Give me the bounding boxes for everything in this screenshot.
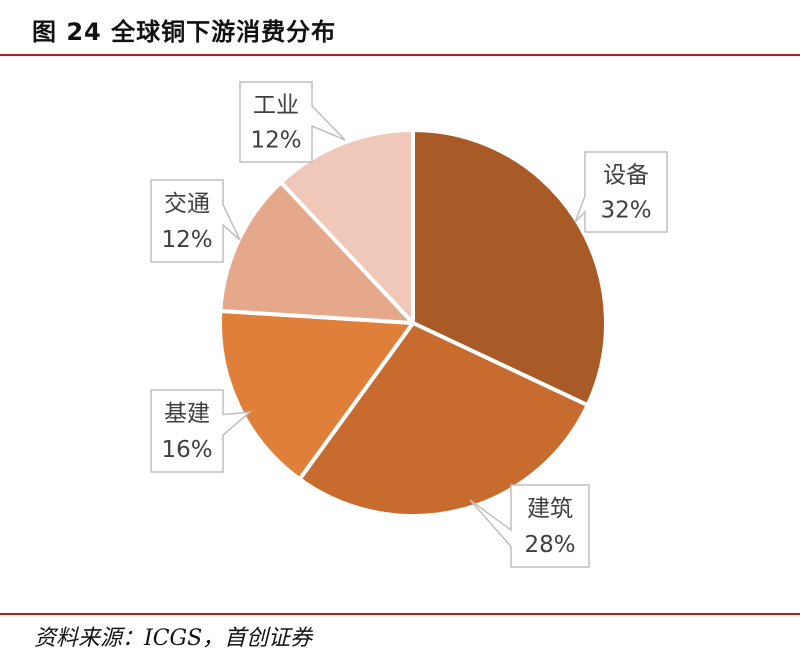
- pie-slice-5: [278, 128, 415, 325]
- pie-slice-2: [297, 321, 590, 518]
- callout-box-5: [239, 81, 346, 163]
- bottom-divider: [0, 613, 800, 615]
- slice-label-2: 建筑: [527, 496, 573, 522]
- slice-label-3: 基建: [164, 401, 210, 427]
- slice-value-label-5: 12%: [250, 128, 301, 154]
- slice-value-label-1: 32%: [600, 198, 651, 224]
- slice-value-label-4: 12%: [161, 227, 212, 253]
- callout-box-4: [150, 179, 241, 263]
- pie-slice-4: [218, 180, 415, 325]
- callout-box-2: [469, 484, 590, 568]
- top-divider: [0, 54, 800, 56]
- pie-slice-3: [218, 308, 415, 482]
- callout-box-1: [574, 151, 668, 233]
- slice-label-4: 交通: [164, 191, 210, 217]
- pie-slices: [218, 128, 608, 518]
- callout-box-3: [150, 389, 253, 473]
- slice-label-5: 工业: [253, 92, 299, 118]
- pie-callouts: 设备 32% 建筑 28% 基建 16% 交通 12% 工业 12%: [150, 81, 668, 568]
- chart-title: 图 24 全球铜下游消费分布: [32, 18, 337, 46]
- slice-value-label-2: 28%: [524, 532, 575, 558]
- slice-value-label-3: 16%: [161, 437, 212, 463]
- source-note: 资料来源：ICGS，首创证券: [34, 626, 313, 651]
- slice-label-1: 设备: [603, 162, 649, 188]
